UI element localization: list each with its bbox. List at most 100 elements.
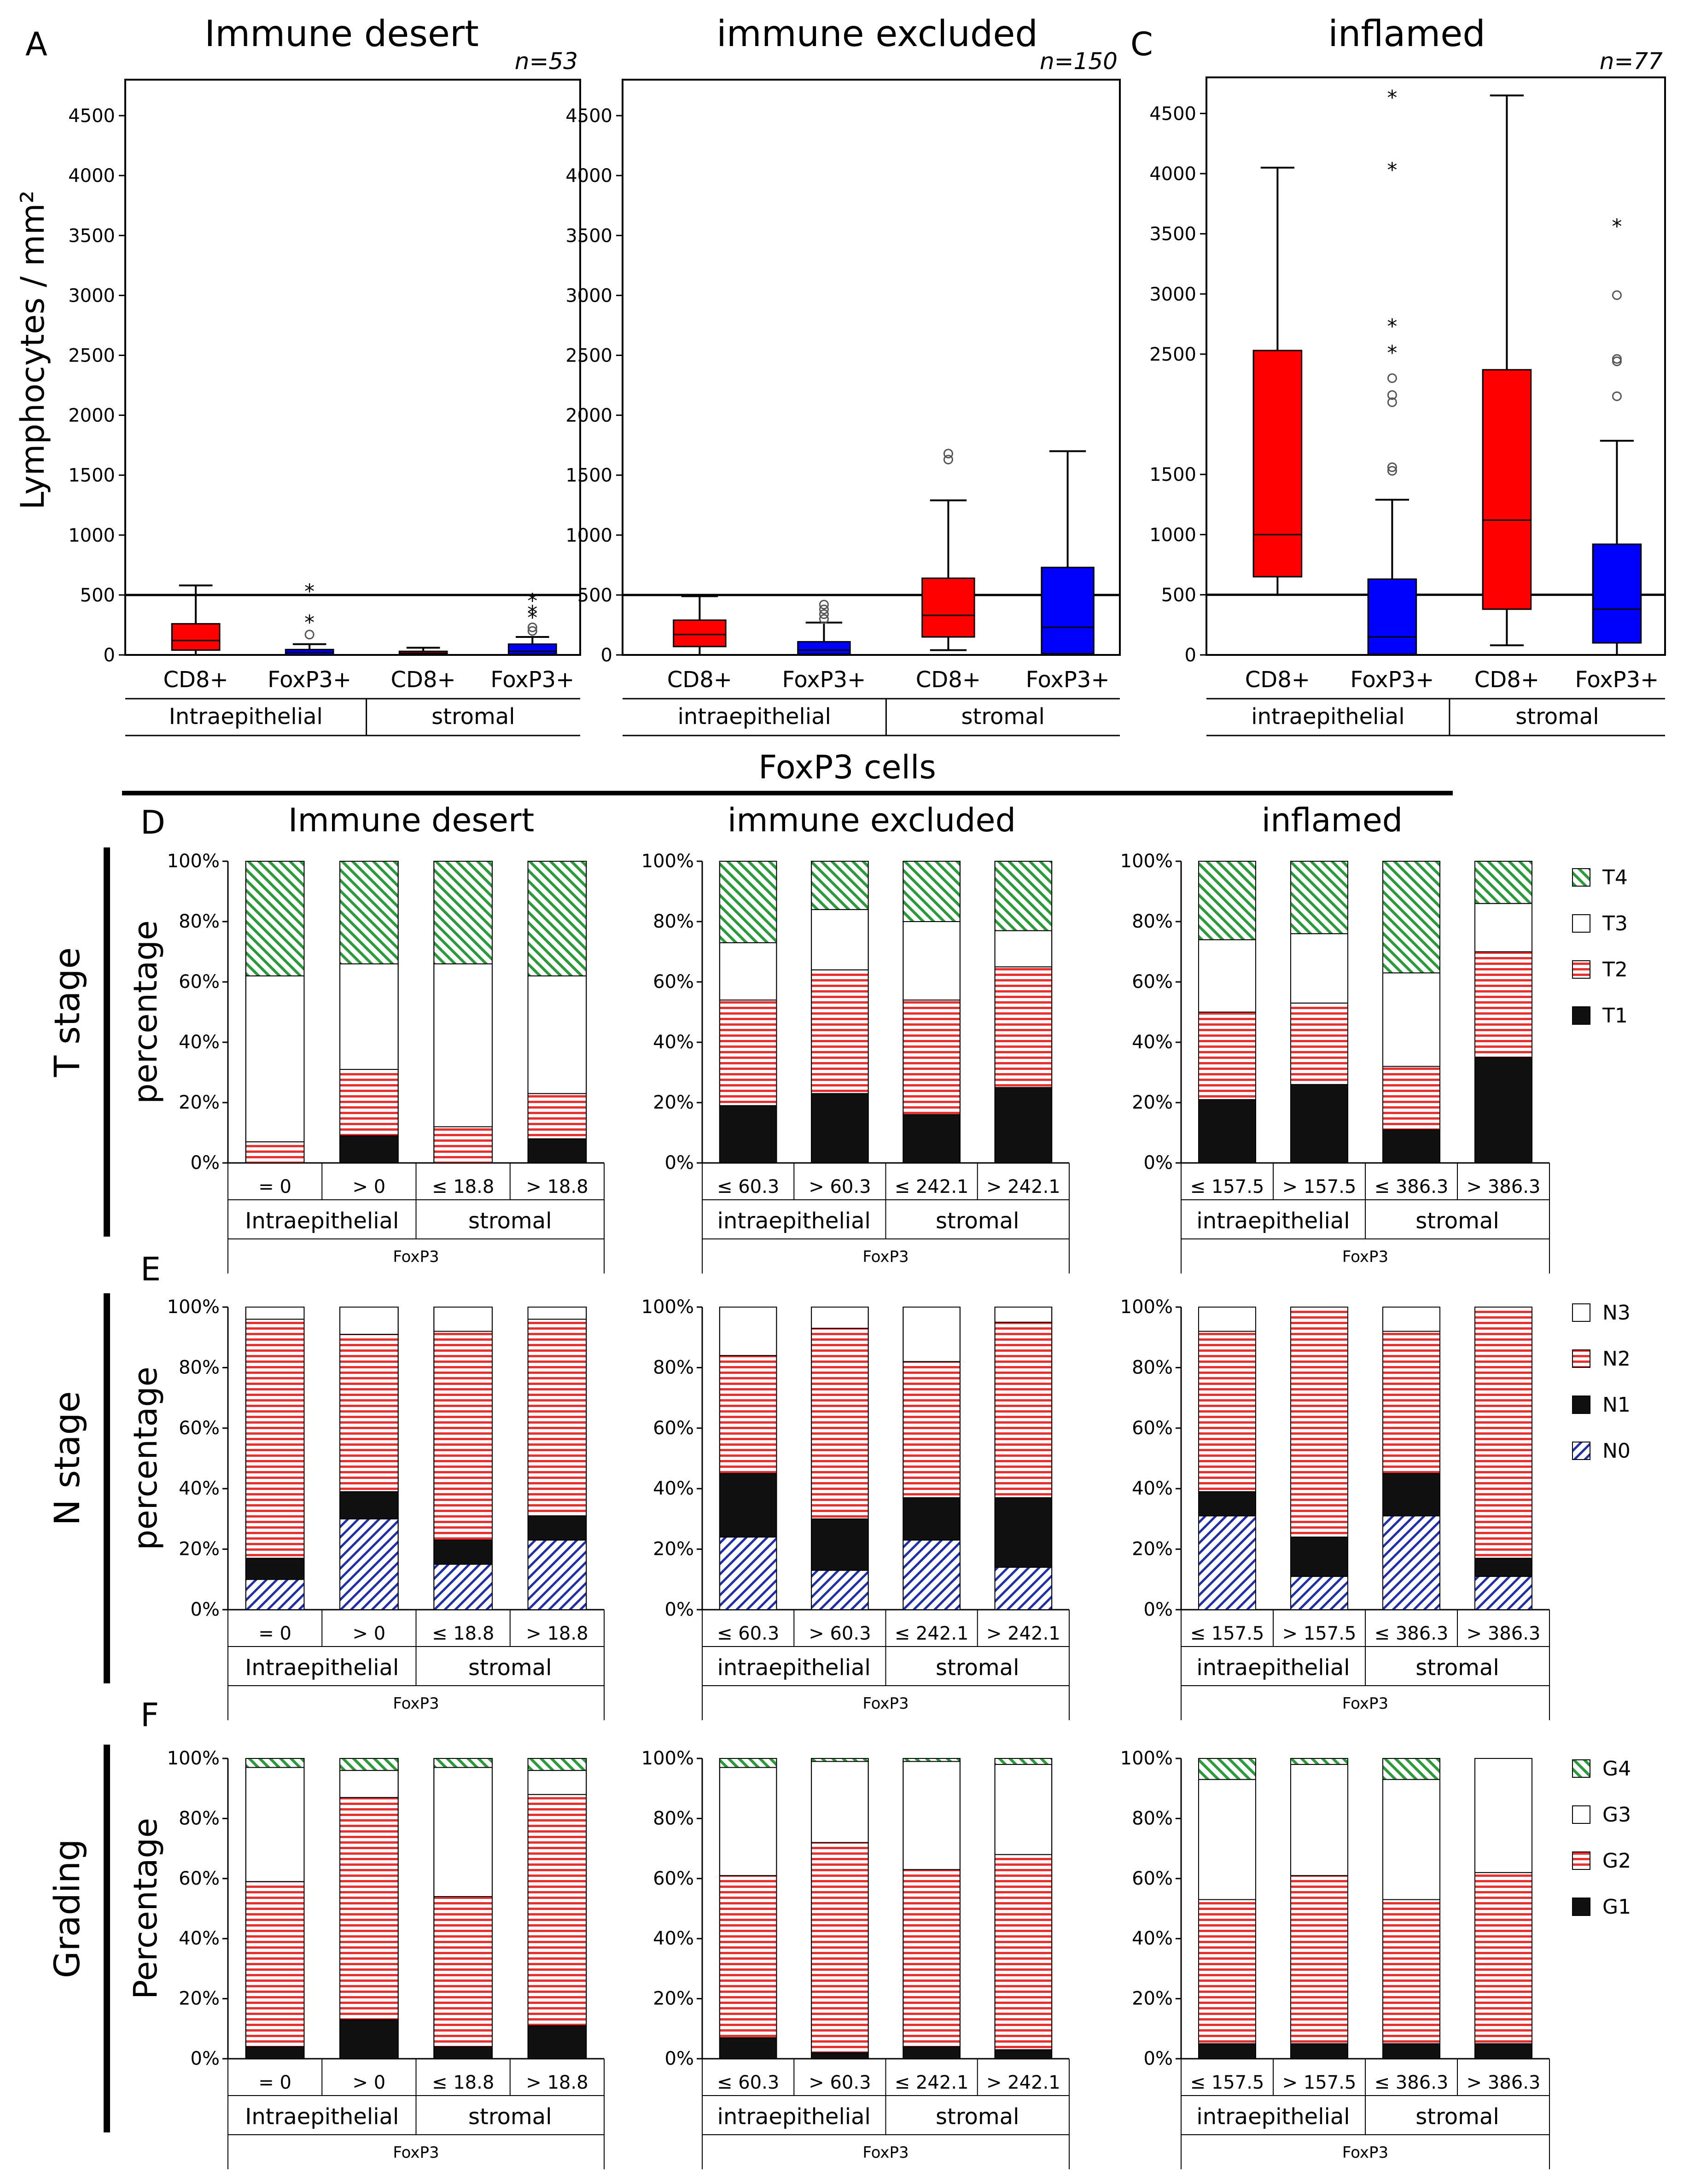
bar-segment-t3 (245, 975, 305, 1143)
bar-segment-t4 (719, 861, 777, 943)
box-plot-frame (622, 79, 1121, 656)
legend-swatch (1572, 1303, 1590, 1322)
group-label: Intraepithelial (245, 1208, 399, 1234)
y-tick-label: 4500 (565, 105, 612, 127)
y-tick-label: 80% (1132, 1357, 1173, 1378)
box-category-label: CD8+ (391, 667, 456, 693)
group-label: stromal (961, 704, 1045, 730)
bar-segment-n1 (527, 1515, 587, 1541)
bar-segment-n3 (245, 1307, 305, 1320)
bar-segment-g2 (339, 1797, 399, 2020)
box-foxp3-pos: FoxP3+ (1026, 450, 1110, 693)
bar-outline (245, 1758, 305, 2059)
outlier-star: * (527, 601, 537, 625)
bar-segment-n0 (1382, 1515, 1440, 1611)
bar-segment-g3 (1290, 1764, 1348, 1876)
y-tick-label: 2000 (68, 405, 115, 426)
y-tick-label: 0% (665, 2048, 694, 2069)
box-foxp3-pos: * FoxP3+ (1575, 215, 1659, 693)
group-label: intraepithelial (717, 1208, 871, 1234)
box-iqr (1252, 350, 1303, 578)
legend-swatch (1572, 1759, 1590, 1778)
bar-segment-n2 (1474, 1307, 1532, 1559)
box-cd8-pos: CD8+ (163, 584, 228, 693)
column-title: inflamed (1262, 801, 1403, 839)
box-iqr (507, 643, 557, 655)
x-category-label: ≤ 18.8 (432, 1176, 494, 1197)
y-tick-label: 20% (653, 1988, 694, 2009)
bar-segment-g3 (994, 1764, 1053, 1855)
bar-segment-g4 (994, 1758, 1053, 1765)
x-category-label: > 0 (353, 1176, 386, 1197)
bar-segment-g2 (811, 1842, 869, 2053)
bar-segment-t2 (527, 1093, 587, 1139)
bar-segment-n1 (1198, 1491, 1256, 1517)
x-category-label: ≤ 18.8 (432, 1623, 494, 1644)
bar-outline (433, 1307, 493, 1610)
table-foot-label: FoxP3 (393, 1694, 439, 1713)
bar-segment-t3 (1474, 903, 1532, 952)
bar-segment-g1 (1290, 2043, 1348, 2059)
y-tick-label: 3500 (68, 225, 115, 246)
x-category-label: > 242.1 (986, 1623, 1060, 1644)
bar-segment-t4 (903, 861, 961, 922)
box-category-label: CD8+ (916, 667, 981, 693)
bar-outline (1290, 1307, 1348, 1610)
box-iqr (921, 577, 975, 638)
bar-segment-n1 (719, 1473, 777, 1538)
outlier-star: * (304, 580, 315, 603)
y-tick-label: 60% (1132, 1868, 1173, 1889)
y-tick-label: 100% (167, 1748, 220, 1769)
box-cd8-pos: CD8+ (1474, 94, 1539, 693)
bar-segment-g1 (1198, 2043, 1256, 2059)
y-tick-label: 4500 (68, 105, 115, 127)
x-category-label: > 157.5 (1282, 1623, 1357, 1644)
bar-segment-t3 (1290, 933, 1348, 1004)
bar-segment-n0 (903, 1539, 961, 1610)
y-tick-label: 0% (665, 1152, 694, 1174)
box-category-label: FoxP3+ (268, 667, 351, 693)
legend-swatch (1572, 914, 1590, 933)
bar-segment-n2 (1382, 1331, 1440, 1474)
bar-segment-t4 (527, 861, 587, 976)
bar-segment-n1 (903, 1497, 961, 1541)
bar-segment-t3 (433, 963, 493, 1127)
y-tick-label: 20% (179, 1539, 220, 1560)
y-tick-label: 40% (179, 1928, 220, 1949)
bar-segment-t4 (1474, 861, 1532, 904)
bar-segment-t3 (903, 921, 961, 1001)
y-tick-label: 40% (1132, 1478, 1173, 1499)
box-panel-title: immune excluded (716, 13, 1038, 55)
y-tick-label: 0% (665, 1599, 694, 1620)
box-panel-n: n=53 (515, 48, 578, 75)
legend-label: T1 (1602, 1004, 1628, 1028)
bar-segment-t1 (1382, 1129, 1440, 1163)
group-label: stromal (1415, 1655, 1499, 1681)
bar-segment-n0 (1290, 1576, 1348, 1610)
y-tick-label: 20% (179, 1092, 220, 1113)
bar-segment-g3 (433, 1767, 493, 1897)
x-category-label: > 386.3 (1467, 2072, 1541, 2093)
row-title: Grading (47, 1839, 87, 1978)
outlier-circle (1387, 397, 1397, 407)
y-tick-label: 2500 (1149, 344, 1196, 365)
y-tick-label: 0% (191, 1152, 220, 1174)
bar-segment-g2 (245, 1881, 305, 2047)
x-category-label: > 386.3 (1467, 1176, 1541, 1197)
stacked-chart-2: 100% 80% 60% 40% 20% 0% ≤ 60.3 > 60.3 ≤ 242.1 > 2… (641, 851, 1070, 1273)
column-title: Immune desert (288, 801, 534, 839)
bar-segment-g2 (433, 1896, 493, 2047)
stacked-chart-2: 100% 80% 60% 40% 20% 0% ≤ 60.3 > 60.3 ≤ 242.1 > 2… (641, 1748, 1070, 2169)
table-foot-label: FoxP3 (1342, 1248, 1388, 1266)
bar-outline (339, 1307, 399, 1610)
x-category-label: > 60.3 (809, 2072, 871, 2093)
box-category-label: FoxP3+ (1350, 667, 1434, 693)
bar-segment-n0 (719, 1536, 777, 1611)
y-tick-label: 60% (653, 971, 694, 993)
table-foot-label: FoxP3 (862, 1248, 909, 1266)
bar-segment-g2 (1474, 1872, 1532, 2044)
legend-swatch (1572, 1006, 1590, 1025)
box-cd8-pos: CD8+ (916, 449, 981, 693)
bar-outline (433, 1758, 493, 2059)
